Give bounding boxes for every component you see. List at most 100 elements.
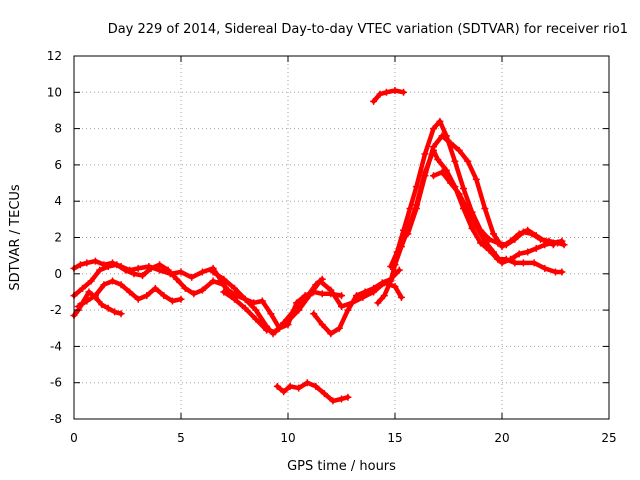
data-point (382, 88, 390, 96)
data-point (173, 275, 181, 283)
series-s11 (404, 132, 557, 251)
data-point (532, 232, 540, 240)
data-point (472, 175, 480, 183)
series-s1 (70, 257, 228, 289)
data-point (113, 261, 121, 269)
x-tick-label: 10 (280, 431, 295, 445)
data-point (209, 268, 217, 276)
y-tick-label: -4 (50, 339, 62, 353)
series-s7 (216, 277, 345, 332)
data-point (507, 237, 515, 245)
data-point (241, 304, 249, 312)
data-point (438, 132, 446, 140)
data-point (271, 328, 279, 336)
data-point (455, 190, 463, 198)
data-point (231, 284, 238, 292)
data-point (164, 266, 172, 274)
data-point (406, 204, 414, 212)
data-point (111, 308, 119, 316)
axis-ticks: 0 5 10 15 20 25 -8 -6 -4 -2 0 2 4 6 8 10 12 (47, 49, 617, 445)
data-point (397, 293, 405, 301)
data-point (295, 384, 303, 392)
data-point (312, 281, 320, 289)
data-point (421, 150, 429, 158)
data-point (126, 288, 134, 296)
data-point (177, 268, 185, 276)
data-point (250, 299, 258, 307)
data-point (280, 388, 288, 396)
data-point (338, 292, 345, 300)
data-point (335, 324, 343, 332)
data-point (374, 299, 382, 307)
data-point (310, 288, 318, 296)
data-point (252, 306, 260, 314)
data-point (524, 248, 532, 256)
data-point (76, 261, 84, 269)
data-point (370, 97, 378, 105)
data-point (87, 277, 95, 285)
data-point (318, 321, 326, 329)
data-point (447, 139, 455, 147)
data-point (233, 292, 241, 300)
data-point (160, 292, 168, 300)
data-point (117, 310, 125, 318)
y-axis-label: SDTVAR / TECUs (8, 184, 23, 291)
data-point (198, 268, 206, 276)
series-s6 (220, 275, 326, 336)
data-point (301, 292, 309, 300)
data-point (519, 259, 527, 267)
data-point (85, 288, 93, 296)
data-point (156, 261, 164, 269)
data-point (273, 382, 281, 390)
data-point (361, 288, 369, 296)
data-point (310, 310, 318, 318)
data-point (498, 243, 506, 251)
x-tick-label: 5 (177, 431, 185, 445)
data-point (220, 288, 228, 296)
data-point (318, 290, 326, 298)
data-point (552, 268, 559, 276)
data-point (524, 226, 532, 234)
data-point (327, 290, 335, 298)
data-point (109, 277, 117, 285)
x-axis-label: GPS time / hours (287, 459, 396, 474)
data-point (318, 275, 326, 283)
y-tick-label: -8 (50, 412, 62, 426)
grid (74, 56, 609, 419)
data-point (100, 281, 108, 289)
data-point (530, 259, 538, 267)
data-point (320, 390, 328, 398)
data-point (393, 248, 401, 256)
x-tick-label: 0 (70, 431, 78, 445)
data-point (376, 90, 384, 98)
series-line (275, 380, 351, 404)
data-point (209, 277, 217, 285)
data-point (121, 266, 129, 274)
data-point (104, 304, 112, 312)
data-point (447, 179, 455, 187)
data-point (134, 264, 142, 272)
data-point (181, 284, 189, 292)
data-point (541, 241, 549, 249)
data-point (380, 292, 388, 300)
data-traces (70, 86, 568, 405)
data-point (481, 237, 489, 245)
data-point (79, 284, 87, 292)
series-line (431, 169, 565, 266)
x-tick-label: 25 (601, 431, 616, 445)
data-point (147, 264, 155, 272)
data-point (224, 286, 232, 294)
data-point (485, 235, 493, 243)
data-point (498, 259, 506, 267)
data-point (464, 157, 472, 165)
data-point (91, 257, 99, 265)
data-point (134, 295, 142, 303)
data-point (560, 241, 568, 249)
data-point (387, 263, 395, 271)
data-point (198, 286, 206, 294)
y-tick-label: 12 (47, 49, 62, 63)
data-point (436, 117, 444, 125)
data-point (391, 283, 399, 291)
data-point (455, 146, 463, 154)
data-point (430, 125, 438, 133)
